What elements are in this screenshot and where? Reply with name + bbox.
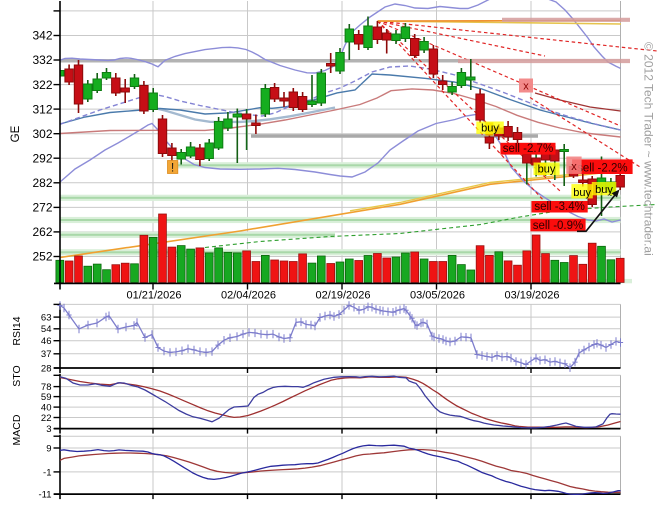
svg-text:342: 342 xyxy=(32,29,52,43)
svg-text:46: 46 xyxy=(41,336,52,347)
svg-text:03/19/2026: 03/19/2026 xyxy=(504,290,559,302)
svg-text:buy: buy xyxy=(538,164,556,176)
svg-text:322: 322 xyxy=(32,78,52,92)
svg-text:x: x xyxy=(571,161,577,173)
svg-text:252: 252 xyxy=(32,250,52,264)
svg-text:02/19/2026: 02/19/2026 xyxy=(315,290,370,302)
svg-text:312: 312 xyxy=(32,102,52,116)
svg-text:28: 28 xyxy=(41,363,52,374)
svg-text:sell -2.2%: sell -2.2% xyxy=(577,163,628,175)
svg-text:54: 54 xyxy=(41,324,52,335)
svg-text:sell -2.7%: sell -2.7% xyxy=(503,143,554,155)
svg-text:buy: buy xyxy=(481,122,499,134)
svg-text:302: 302 xyxy=(32,127,52,141)
svg-text:63: 63 xyxy=(41,313,52,324)
svg-text:292: 292 xyxy=(32,151,52,165)
svg-text:282: 282 xyxy=(32,176,52,190)
svg-text:3: 3 xyxy=(46,424,51,435)
svg-text:-1: -1 xyxy=(43,467,51,478)
svg-text:sell -0.9%: sell -0.9% xyxy=(533,220,584,232)
svg-text:sell -3.4%: sell -3.4% xyxy=(534,201,585,213)
svg-text:59: 59 xyxy=(41,392,52,403)
svg-text:STO: STO xyxy=(11,365,23,386)
svg-text:!: ! xyxy=(171,163,174,175)
svg-text:40: 40 xyxy=(41,403,52,414)
svg-text:22: 22 xyxy=(41,413,52,424)
svg-text:01/21/2026: 01/21/2026 xyxy=(126,290,181,302)
svg-text:272: 272 xyxy=(32,201,52,215)
svg-text:03/05/2026: 03/05/2026 xyxy=(410,290,465,302)
svg-text:© 2012 Tech Trader ~ www.techt: © 2012 Tech Trader ~ www.techtrader.ai xyxy=(642,42,656,256)
svg-text:02/04/2026: 02/04/2026 xyxy=(221,290,276,302)
svg-text:MACD: MACD xyxy=(11,414,23,445)
svg-text:x: x xyxy=(523,81,529,93)
svg-text:RSI14: RSI14 xyxy=(11,316,23,345)
svg-text:buy: buy xyxy=(573,187,591,199)
svg-text:GE: GE xyxy=(10,125,22,142)
svg-text:buy: buy xyxy=(595,184,613,196)
svg-text:262: 262 xyxy=(32,225,52,239)
svg-text:332: 332 xyxy=(32,53,52,67)
svg-text:9: 9 xyxy=(46,443,51,454)
svg-text:-11: -11 xyxy=(38,490,51,501)
svg-text:37: 37 xyxy=(41,349,52,360)
